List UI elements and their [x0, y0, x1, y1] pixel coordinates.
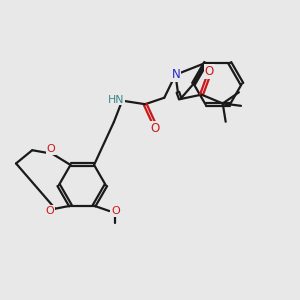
Text: HN: HN: [107, 94, 124, 104]
Text: O: O: [111, 206, 120, 216]
Text: O: O: [205, 65, 214, 78]
Text: O: O: [47, 144, 56, 154]
Text: O: O: [46, 206, 54, 216]
Text: O: O: [151, 122, 160, 135]
Text: N: N: [172, 68, 180, 81]
